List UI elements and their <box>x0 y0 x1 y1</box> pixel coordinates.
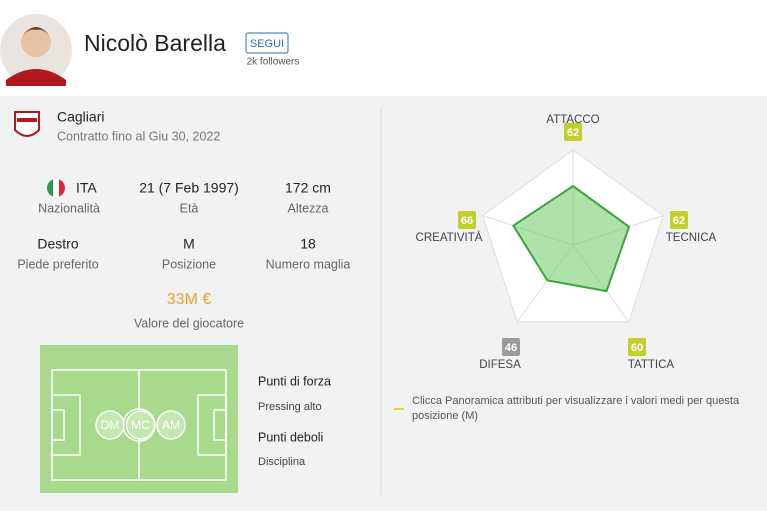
avatar-hair <box>21 27 51 38</box>
radar-label: ATTACCO <box>546 114 599 126</box>
follow-button[interactable] <box>245 32 289 54</box>
strength-item: Pressing alto <box>258 401 322 413</box>
position-marker <box>156 410 186 440</box>
info-label: Posizione <box>162 257 216 271</box>
info-value: Destro <box>37 236 78 252</box>
position-marker <box>125 410 156 440</box>
radar-badge <box>564 123 582 141</box>
radar-value: 46 <box>505 342 517 354</box>
market-value: 33M € <box>167 291 212 308</box>
club-logo <box>14 111 40 137</box>
radar-label: TECNICA <box>666 232 717 244</box>
radar-value: 66 <box>461 215 473 227</box>
position-marker <box>95 410 125 440</box>
weakness-item: Disciplina <box>258 456 306 468</box>
club-name: Cagliari <box>57 109 104 125</box>
info-label: Numero maglia <box>266 257 351 271</box>
pitch-lines <box>51 369 227 481</box>
club-logo-band <box>17 118 37 122</box>
market-value-label: Valore del giocatore <box>134 316 244 330</box>
contract: Contratto fino al Giu 30, 2022 <box>57 129 220 143</box>
radar-label: TATTICA <box>628 359 675 371</box>
position-label: DM <box>101 418 120 432</box>
radar-area <box>512 184 631 293</box>
info-label: Età <box>180 201 199 215</box>
info-value: M <box>183 236 195 252</box>
flag <box>47 179 65 197</box>
info-value: 21 (7 Feb 1997) <box>139 180 239 196</box>
radar-value: 62 <box>567 127 579 139</box>
info-label: Piede preferito <box>17 257 98 271</box>
info-value: 18 <box>300 236 316 252</box>
radar-label: CREATIVITÀ <box>416 231 483 244</box>
radar-value: 60 <box>631 342 643 354</box>
follow-button-label[interactable]: SEGUI <box>250 38 284 50</box>
avatar-face <box>21 27 51 57</box>
radar-badge <box>670 211 688 229</box>
radar-note: Clicca Panoramica attributi per visualiz… <box>412 395 740 422</box>
radar-badge <box>628 338 646 356</box>
radar-badge <box>458 211 476 229</box>
weaknesses-title: Punti deboli <box>258 430 323 444</box>
note-box: Clicca Panoramica attributi per visualiz… <box>412 395 740 422</box>
player-name: Nicolò Barella <box>84 30 226 56</box>
position-label: MC <box>131 418 150 432</box>
info-value: ITA <box>76 180 97 196</box>
followers: 2k followers <box>247 57 300 68</box>
info-value: 172 cm <box>285 180 331 196</box>
radar-label: DIFESA <box>479 359 521 371</box>
info-label: Altezza <box>288 201 329 215</box>
radar-badge <box>502 338 520 356</box>
radar-value: 62 <box>673 215 685 227</box>
info-label: Nazionalità <box>38 201 100 215</box>
avatar-shirt <box>6 69 66 86</box>
position-label: AM <box>162 418 180 432</box>
strengths-title: Punti di forza <box>258 374 331 388</box>
